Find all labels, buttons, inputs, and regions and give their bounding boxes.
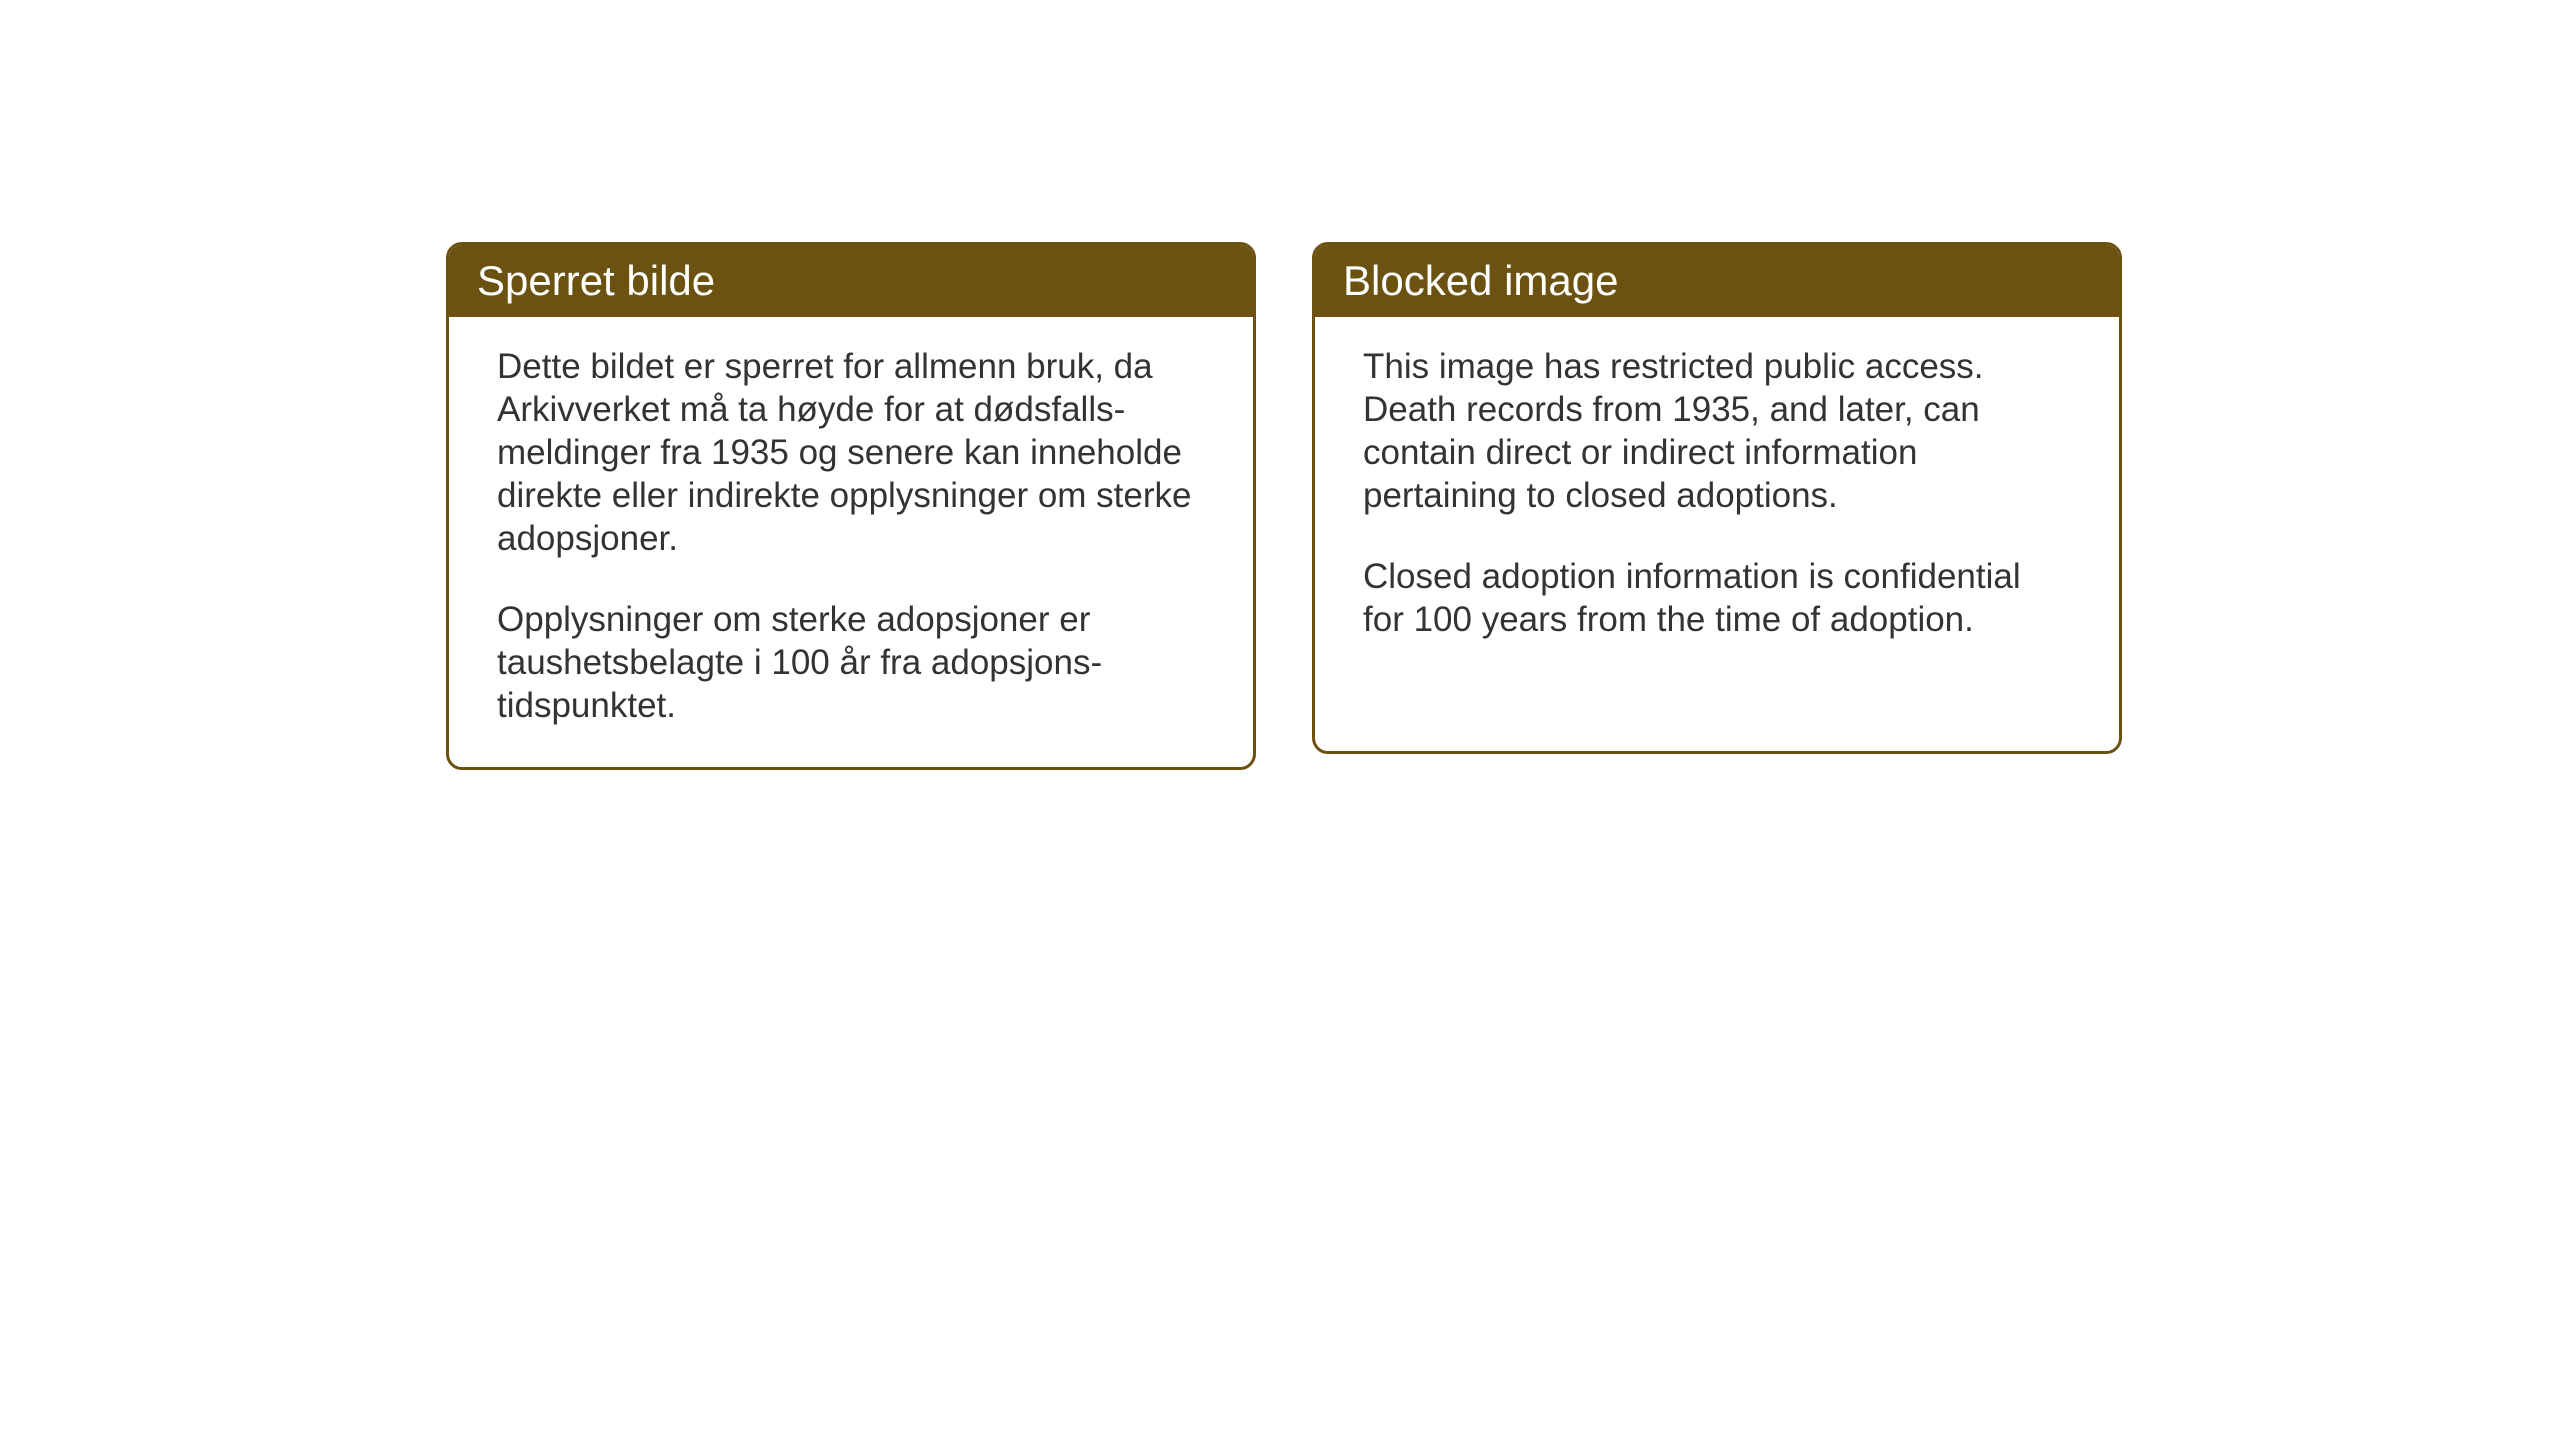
notice-card-english: Blocked image This image has restricted … (1312, 242, 2122, 754)
card-header-norwegian: Sperret bilde (449, 245, 1253, 317)
card-body-norwegian: Dette bildet er sperret for allmenn bruk… (449, 317, 1253, 767)
notice-card-norwegian: Sperret bilde Dette bildet er sperret fo… (446, 242, 1256, 770)
paragraph-norwegian-1: Dette bildet er sperret for allmenn bruk… (497, 345, 1205, 560)
paragraph-english-2: Closed adoption information is confident… (1363, 555, 2071, 641)
card-body-english: This image has restricted public access.… (1315, 317, 2119, 681)
notice-cards-container: Sperret bilde Dette bildet er sperret fo… (446, 242, 2122, 770)
card-header-english: Blocked image (1315, 245, 2119, 317)
card-title-norwegian: Sperret bilde (477, 257, 715, 304)
card-title-english: Blocked image (1343, 257, 1618, 304)
paragraph-norwegian-2: Opplysninger om sterke adopsjoner er tau… (497, 598, 1205, 727)
paragraph-english-1: This image has restricted public access.… (1363, 345, 2071, 517)
